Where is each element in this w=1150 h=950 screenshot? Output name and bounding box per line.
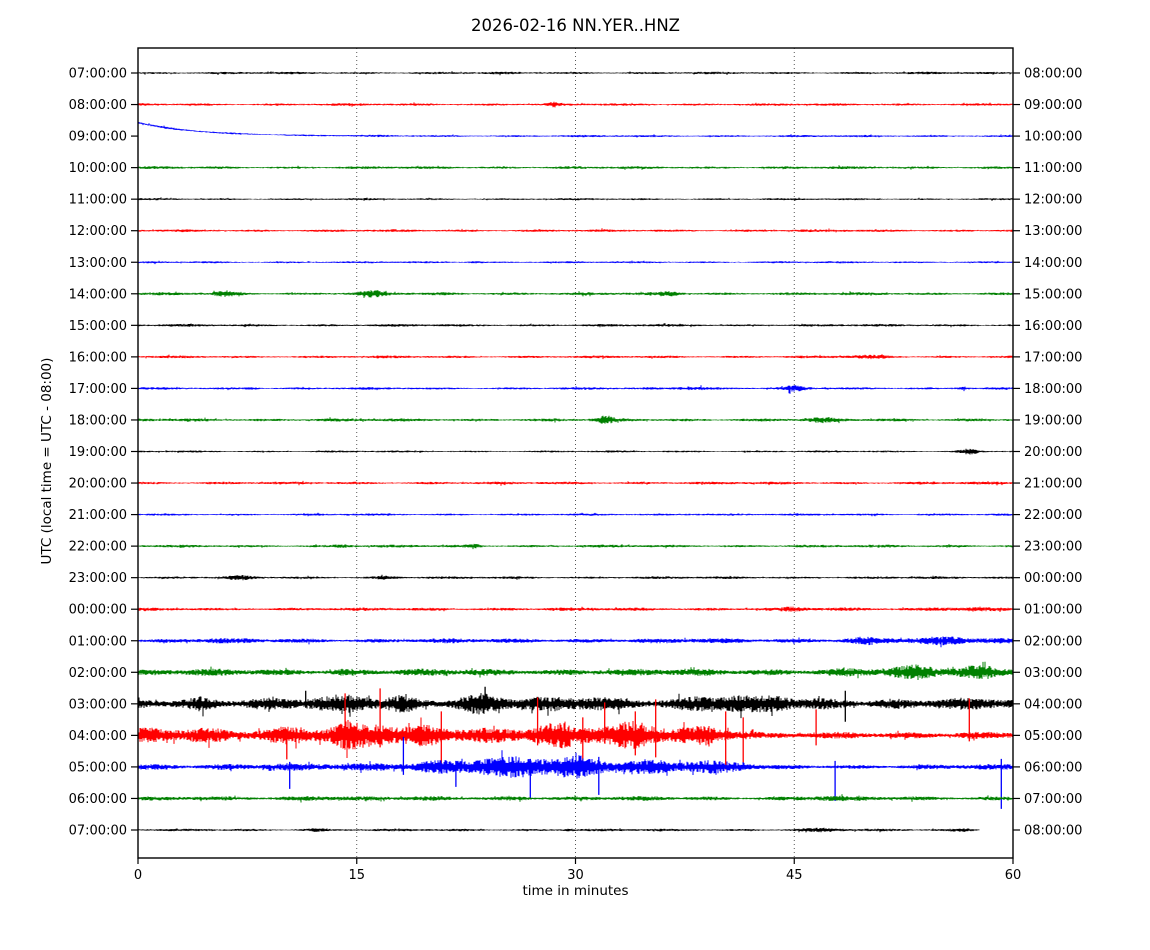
right-time-label: 03:00:00 [1024, 666, 1082, 681]
trace-010000 [137, 636, 1014, 648]
right-time-label: 16:00:00 [1024, 319, 1082, 334]
trace-spikes-050000 [289, 736, 1002, 809]
x-tick-label: 30 [567, 868, 584, 883]
left-time-label: 05:00:00 [69, 760, 127, 775]
left-time-label: 21:00:00 [69, 508, 127, 523]
right-time-label: 17:00:00 [1024, 350, 1082, 365]
right-time-label: 20:00:00 [1024, 445, 1082, 460]
right-time-label: 06:00:00 [1024, 760, 1082, 775]
right-time-label: 18:00:00 [1024, 382, 1082, 397]
left-time-label: 09:00:00 [69, 130, 127, 145]
x-tick-label: 45 [786, 868, 803, 883]
trace-130000 [137, 260, 1014, 265]
left-time-label: 07:00:00 [69, 824, 127, 839]
left-time-label: 19:00:00 [69, 445, 127, 460]
trace-040000 [137, 717, 1014, 758]
right-time-label: 01:00:00 [1024, 603, 1082, 618]
trace-100000 [137, 165, 1014, 170]
trace-060000 [137, 794, 1014, 803]
left-time-label: 16:00:00 [69, 350, 127, 365]
left-time-label: 04:00:00 [69, 729, 127, 744]
left-time-label: 14:00:00 [69, 287, 127, 302]
left-time-label: 20:00:00 [69, 477, 127, 492]
trace-150000 [137, 323, 1014, 328]
right-time-label: 02:00:00 [1024, 634, 1082, 649]
right-time-label: 22:00:00 [1024, 508, 1082, 523]
chart-title: 2026-02-16 NN.YER..HNZ [471, 16, 680, 35]
left-time-label: 06:00:00 [69, 792, 127, 807]
x-tick-label: 60 [1005, 868, 1022, 883]
left-time-label: 15:00:00 [69, 319, 127, 334]
left-time-label: 03:00:00 [69, 697, 127, 712]
left-time-label: 07:00:00 [69, 67, 127, 82]
left-time-label: 22:00:00 [69, 540, 127, 555]
right-time-label: 14:00:00 [1024, 256, 1082, 271]
right-time-label: 10:00:00 [1024, 130, 1082, 145]
left-time-label: 17:00:00 [69, 382, 127, 397]
trace-190000 [137, 448, 1014, 455]
trace-230000 [137, 574, 1014, 581]
right-time-label: 08:00:00 [1024, 67, 1082, 82]
left-time-label: 08:00:00 [69, 98, 127, 113]
trace-spikes-040000 [286, 688, 970, 770]
right-time-label: 13:00:00 [1024, 224, 1082, 239]
right-time-label: 12:00:00 [1024, 193, 1082, 208]
trace-000000 [137, 606, 1014, 612]
right-time-label: 19:00:00 [1024, 413, 1082, 428]
right-time-label: 09:00:00 [1024, 98, 1082, 113]
x-tick-label: 15 [348, 868, 365, 883]
trace-070000 [137, 71, 1014, 76]
trace-210000 [137, 512, 1014, 517]
trace-160000 [137, 354, 1014, 360]
left-time-label: 11:00:00 [69, 193, 127, 208]
trace-080000 [137, 101, 1014, 108]
right-time-label: 08:00:00 [1024, 824, 1082, 839]
right-time-label: 07:00:00 [1024, 792, 1082, 807]
left-time-label: 01:00:00 [69, 634, 127, 649]
left-time-label: 18:00:00 [69, 413, 127, 428]
right-time-label: 11:00:00 [1024, 161, 1082, 176]
left-time-label: 12:00:00 [69, 224, 127, 239]
left-time-label: 00:00:00 [69, 603, 127, 618]
trace-050000 [137, 750, 1014, 779]
right-time-label: 15:00:00 [1024, 287, 1082, 302]
x-axis-label: time in minutes [522, 883, 629, 899]
trace-spikes-030000 [305, 686, 846, 722]
left-time-label: 02:00:00 [69, 666, 127, 681]
right-time-label: 21:00:00 [1024, 477, 1082, 492]
right-time-label: 00:00:00 [1024, 571, 1082, 586]
x-tick-label: 0 [134, 868, 142, 883]
trace-070000 [137, 827, 980, 833]
right-time-label: 04:00:00 [1024, 697, 1082, 712]
left-time-label: 23:00:00 [69, 571, 127, 586]
left-time-label: 10:00:00 [69, 161, 127, 176]
left-time-label: 13:00:00 [69, 256, 127, 271]
right-time-label: 23:00:00 [1024, 540, 1082, 555]
right-time-label: 05:00:00 [1024, 729, 1082, 744]
